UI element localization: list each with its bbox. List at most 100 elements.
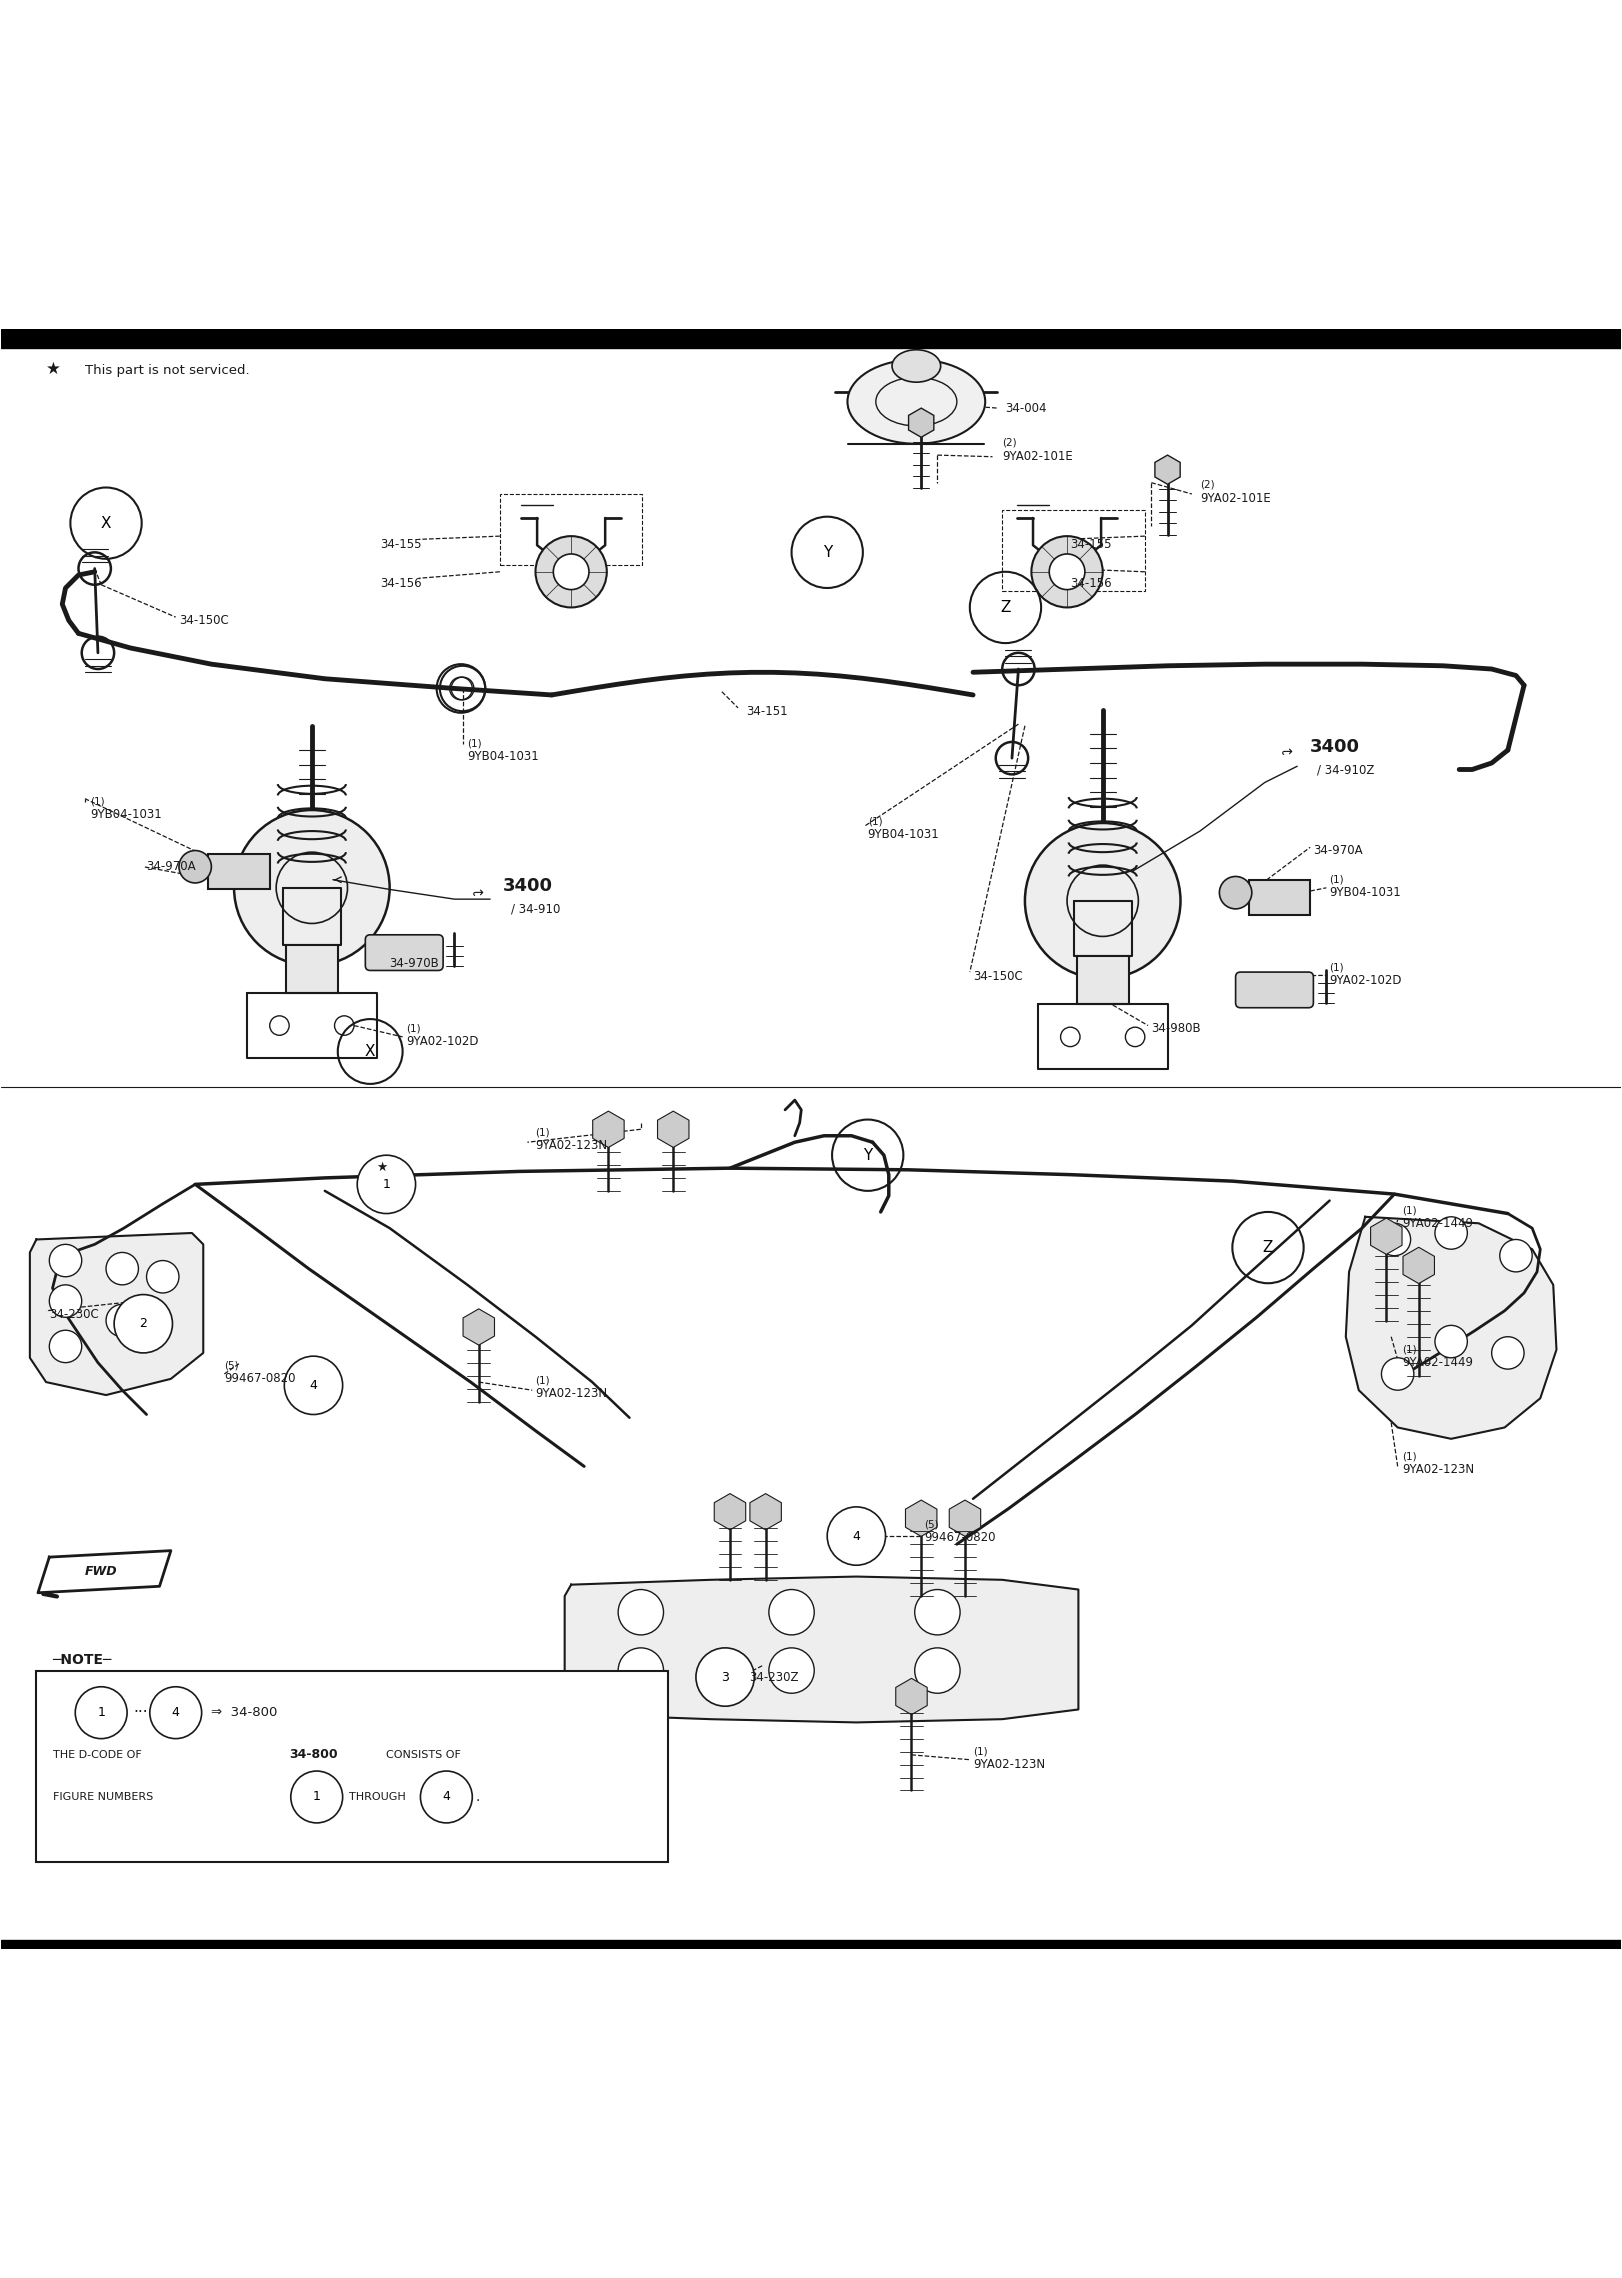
Text: ⇒  34-800: ⇒ 34-800 bbox=[211, 1706, 277, 1720]
Text: 9YA02-123N: 9YA02-123N bbox=[535, 1139, 608, 1153]
Circle shape bbox=[769, 1590, 814, 1636]
Text: 9YA02-101E: 9YA02-101E bbox=[1200, 492, 1270, 506]
Text: 9YA02-123N: 9YA02-123N bbox=[1403, 1462, 1474, 1476]
Text: (5): (5) bbox=[224, 1360, 238, 1371]
Text: 9YA02-101E: 9YA02-101E bbox=[1002, 451, 1074, 462]
Bar bbox=[1077, 957, 1129, 1005]
Text: / 34-910: / 34-910 bbox=[511, 902, 561, 916]
Polygon shape bbox=[29, 1232, 203, 1394]
FancyBboxPatch shape bbox=[365, 934, 443, 970]
Text: (1): (1) bbox=[973, 1747, 988, 1756]
Bar bbox=[36, 1670, 668, 1861]
Text: ★: ★ bbox=[45, 360, 62, 378]
Bar bbox=[1002, 510, 1145, 592]
Text: 34-004: 34-004 bbox=[1006, 401, 1046, 415]
Text: (2): (2) bbox=[1200, 478, 1215, 490]
Circle shape bbox=[1049, 554, 1085, 590]
Bar bbox=[500, 494, 642, 565]
Ellipse shape bbox=[847, 360, 985, 444]
Circle shape bbox=[618, 1590, 663, 1636]
Text: 4: 4 bbox=[310, 1378, 318, 1392]
Circle shape bbox=[1500, 1239, 1533, 1271]
Polygon shape bbox=[564, 1576, 1079, 1722]
Text: ↩: ↩ bbox=[1281, 743, 1293, 756]
Text: FWD: FWD bbox=[84, 1565, 117, 1579]
Circle shape bbox=[915, 1590, 960, 1636]
Text: ↩: ↩ bbox=[472, 884, 483, 898]
Circle shape bbox=[357, 1155, 415, 1214]
Circle shape bbox=[1032, 535, 1103, 608]
Text: 4: 4 bbox=[172, 1706, 180, 1720]
Circle shape bbox=[290, 1770, 342, 1822]
Text: 34-156: 34-156 bbox=[1071, 576, 1113, 590]
Circle shape bbox=[149, 1686, 201, 1738]
Text: (1): (1) bbox=[1403, 1451, 1418, 1462]
Text: (5): (5) bbox=[925, 1519, 939, 1531]
Text: (1): (1) bbox=[535, 1128, 550, 1137]
Text: 34-156: 34-156 bbox=[381, 576, 422, 590]
Circle shape bbox=[696, 1647, 754, 1706]
Text: (1): (1) bbox=[406, 1023, 420, 1034]
Circle shape bbox=[553, 554, 589, 590]
Bar bbox=[1249, 879, 1311, 916]
Text: ★: ★ bbox=[376, 1162, 388, 1175]
Text: 34-150C: 34-150C bbox=[973, 970, 1023, 984]
Circle shape bbox=[234, 811, 389, 966]
Text: 34-230Z: 34-230Z bbox=[749, 1670, 800, 1683]
Text: 9YA02-123N: 9YA02-123N bbox=[973, 1759, 1045, 1770]
Text: FIGURE NUMBERS: FIGURE NUMBERS bbox=[52, 1793, 152, 1802]
Text: 9YA02-102D: 9YA02-102D bbox=[406, 1034, 478, 1048]
Text: Y: Y bbox=[822, 544, 832, 560]
Circle shape bbox=[75, 1686, 127, 1738]
Text: Z: Z bbox=[1264, 1239, 1273, 1255]
Circle shape bbox=[827, 1506, 886, 1565]
Circle shape bbox=[535, 535, 607, 608]
Circle shape bbox=[1025, 822, 1181, 980]
Circle shape bbox=[49, 1244, 81, 1276]
Text: 9YB04-1031: 9YB04-1031 bbox=[467, 749, 539, 763]
Text: (1): (1) bbox=[1403, 1205, 1418, 1214]
Text: 2: 2 bbox=[139, 1317, 148, 1330]
Text: (1): (1) bbox=[1403, 1344, 1418, 1355]
Text: ···: ··· bbox=[133, 1706, 148, 1720]
Text: THROUGH: THROUGH bbox=[349, 1793, 406, 1802]
Circle shape bbox=[114, 1294, 172, 1353]
Circle shape bbox=[49, 1285, 81, 1317]
Text: 9YB04-1031: 9YB04-1031 bbox=[868, 827, 939, 841]
Circle shape bbox=[1379, 1223, 1411, 1255]
Circle shape bbox=[915, 1647, 960, 1693]
Circle shape bbox=[1492, 1337, 1525, 1369]
Text: 3400: 3400 bbox=[503, 877, 553, 895]
Text: / 34-910Z: / 34-910Z bbox=[1317, 763, 1374, 777]
Text: X: X bbox=[365, 1043, 375, 1059]
Text: (1): (1) bbox=[467, 738, 482, 749]
Text: (1): (1) bbox=[1330, 961, 1345, 973]
Text: This part is not serviced.: This part is not serviced. bbox=[84, 364, 250, 378]
Text: 34-230C: 34-230C bbox=[49, 1308, 99, 1321]
Text: X: X bbox=[101, 515, 112, 531]
Text: 34-970B: 34-970B bbox=[389, 957, 440, 970]
Text: 34-800: 34-800 bbox=[289, 1747, 337, 1761]
Polygon shape bbox=[37, 1551, 170, 1592]
Circle shape bbox=[618, 1647, 663, 1693]
Text: 1: 1 bbox=[383, 1178, 391, 1191]
Text: (1): (1) bbox=[1330, 875, 1345, 884]
Bar bbox=[0, 1939, 1622, 1950]
Text: (1): (1) bbox=[535, 1376, 550, 1385]
Text: 99467-0820: 99467-0820 bbox=[224, 1371, 295, 1385]
Text: .: . bbox=[475, 1791, 480, 1804]
Circle shape bbox=[105, 1305, 138, 1337]
Circle shape bbox=[1382, 1358, 1414, 1390]
Text: CONSISTS OF: CONSISTS OF bbox=[386, 1750, 461, 1761]
Circle shape bbox=[1220, 877, 1252, 909]
Circle shape bbox=[420, 1770, 472, 1822]
Text: 3400: 3400 bbox=[1311, 738, 1361, 756]
Circle shape bbox=[146, 1260, 178, 1294]
Text: 34-155: 34-155 bbox=[1071, 538, 1111, 551]
Text: 9YB04-1031: 9YB04-1031 bbox=[89, 809, 162, 822]
Text: (2): (2) bbox=[1002, 437, 1017, 446]
Circle shape bbox=[1435, 1326, 1468, 1358]
Text: THE D-CODE OF: THE D-CODE OF bbox=[52, 1750, 141, 1761]
Text: 1: 1 bbox=[313, 1791, 321, 1804]
Text: 4: 4 bbox=[853, 1529, 860, 1542]
